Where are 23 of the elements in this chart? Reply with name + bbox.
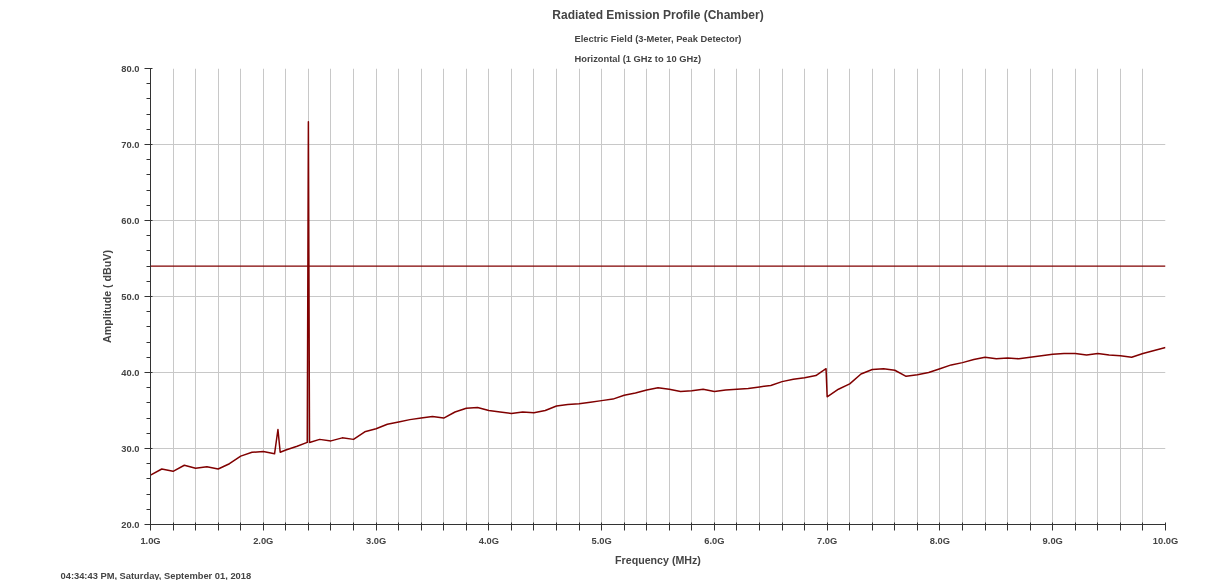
y-tick-label: 50.0 <box>121 291 140 302</box>
x-tick-label: 1.0G <box>140 535 161 546</box>
x-tick-label: 3.0G <box>365 535 387 546</box>
x-tick-label: 6.0G <box>704 535 725 546</box>
x-axis-title: Frequency (MHz) <box>615 553 702 566</box>
x-tick-label: 2.0G <box>253 535 274 546</box>
y-tick-label: 30.0 <box>121 443 140 454</box>
y-axis-title: Amplitude ( dBuV) <box>101 249 114 343</box>
y-tick-label: 70.0 <box>121 139 140 150</box>
x-tick-label: 10.0G <box>1152 535 1179 546</box>
x-tick-label: 8.0G <box>929 535 951 546</box>
text: 04:34:43 PM, Saturday, September 01, 2018 <box>60 570 252 581</box>
y-tick-label: 40.0 <box>121 367 140 378</box>
x-tick-label: 5.0G <box>591 535 612 546</box>
y-tick-label: 80.0 <box>121 63 140 74</box>
y-tick-label: 60.0 <box>121 215 140 226</box>
chart-title: Radiated Emission Profile (Chamber) <box>552 7 764 22</box>
x-tick-label: 4.0G <box>478 535 499 546</box>
x-tick-label: 7.0G <box>817 535 838 546</box>
x-tick-label: 9.0G <box>1042 535 1063 546</box>
chart-subtitle: Electric Field (3-Meter, Peak Detector) Horizontal (1 GHz to 10 GHz) <box>574 33 742 64</box>
y-tick-label: 20.0 <box>121 519 140 530</box>
line-series <box>150 120 1166 476</box>
